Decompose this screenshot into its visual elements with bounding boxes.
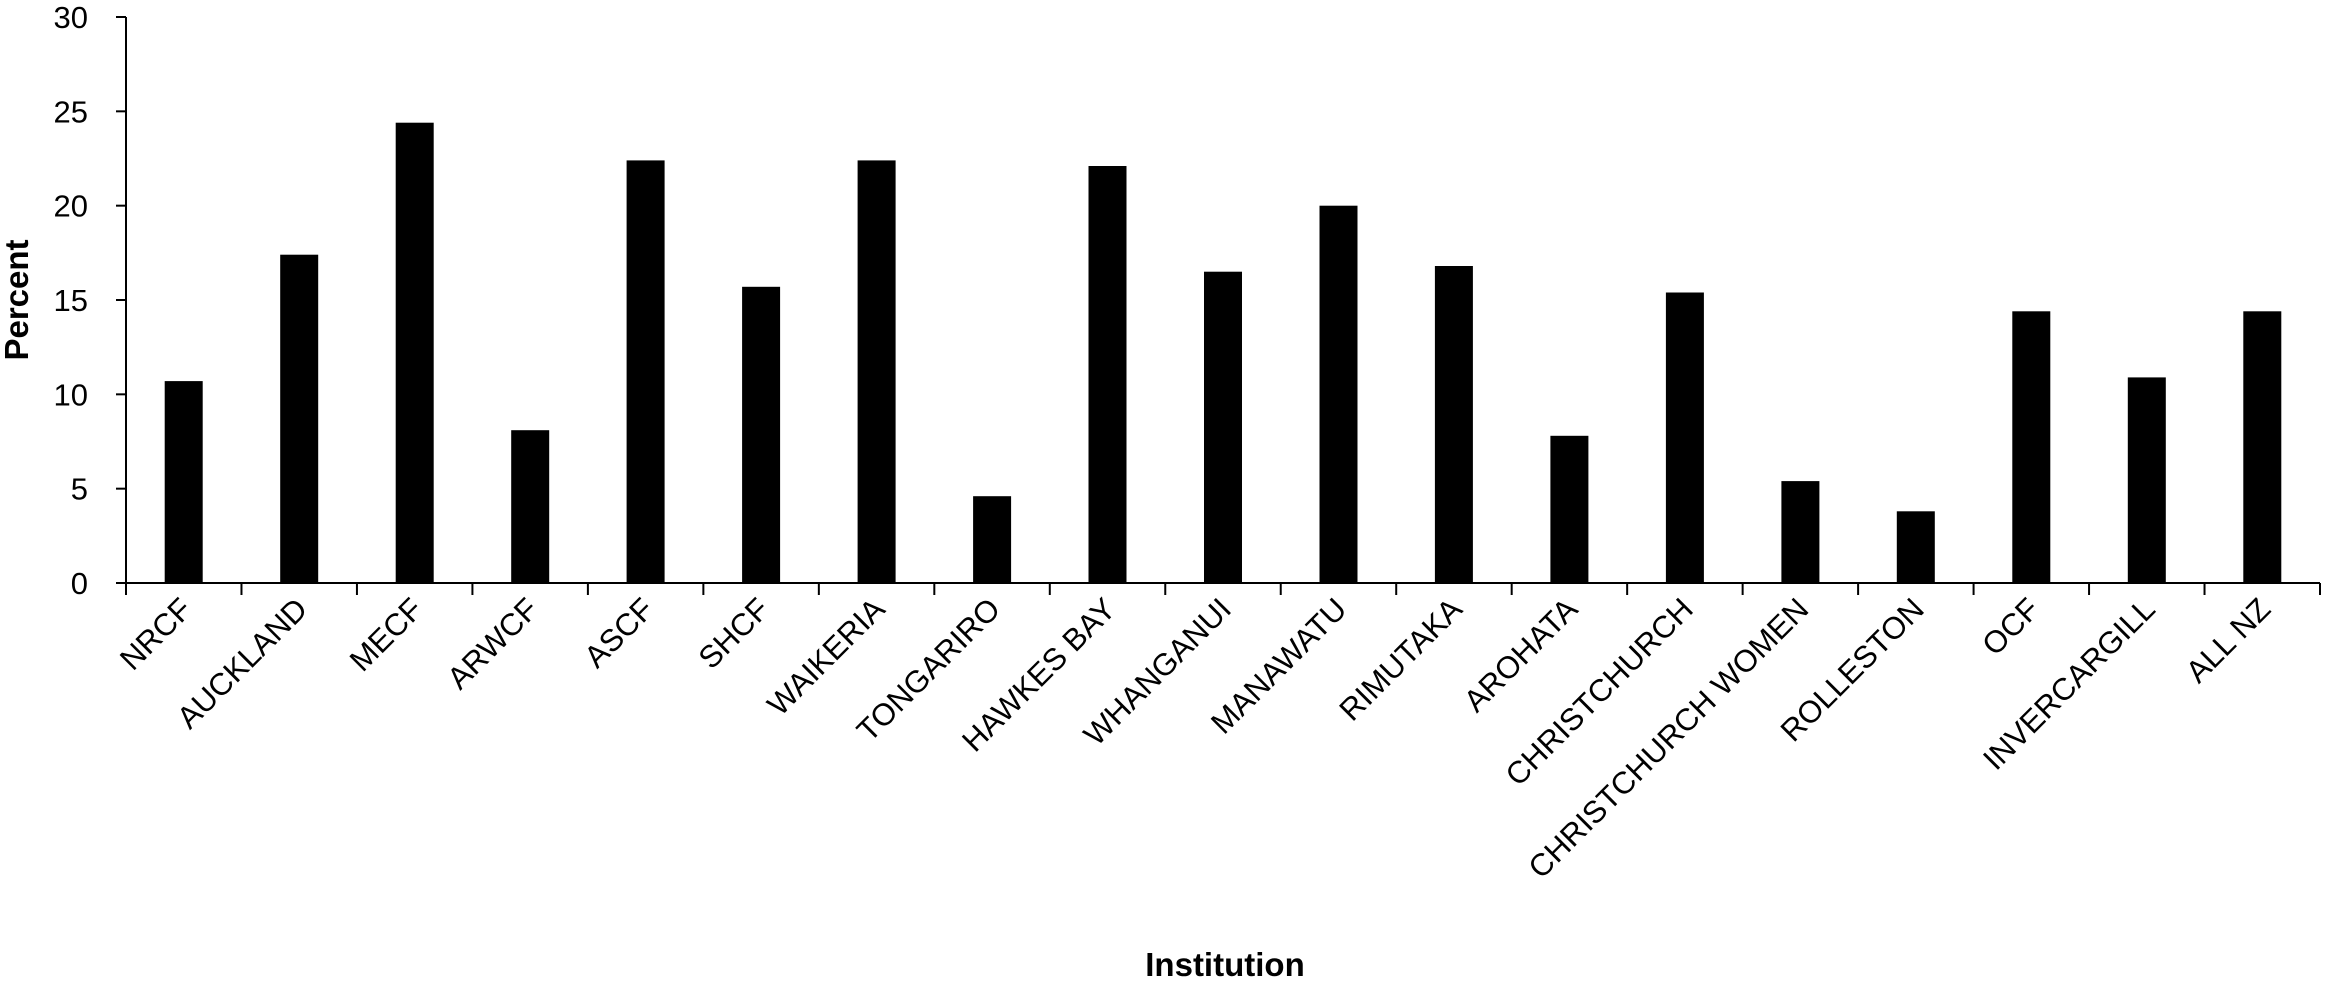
y-tick-label: 0 — [71, 566, 88, 601]
y-tick-label: 30 — [54, 0, 88, 35]
y-tick-label: 25 — [54, 94, 88, 129]
y-tick-labels: 0 5 10 15 20 25 30 — [54, 0, 88, 601]
y-axis-title: Percent — [0, 239, 35, 360]
bar-arohata — [1550, 435, 1589, 583]
bar-shcf — [742, 286, 781, 583]
bar-manawatu — [1319, 205, 1358, 583]
y-tick-label: 15 — [54, 283, 88, 318]
bar-rolleston — [1896, 511, 1935, 583]
y-tick-label: 5 — [71, 472, 88, 507]
bar-christchurch — [1665, 292, 1704, 583]
bar-tongariro — [973, 496, 1012, 583]
bar-ocf — [2012, 311, 2051, 583]
bar-nrcf — [164, 381, 203, 583]
y-tick-label: 10 — [54, 377, 88, 412]
x-tick-label: NRCF — [113, 591, 199, 677]
x-tick-label: ASCF — [577, 591, 660, 674]
x-axis-title: Institution — [1145, 946, 1304, 981]
x-tick-label: MECF — [343, 591, 430, 678]
y-tick-label: 20 — [54, 189, 88, 224]
bar-rimutaka — [1434, 266, 1473, 583]
x-tick-label: ARWCF — [440, 591, 545, 696]
bar-whanganui — [1204, 271, 1242, 583]
bar-auckland — [280, 254, 319, 583]
x-tick-label: ALL NZ — [2179, 591, 2277, 689]
bar-arwcf — [511, 430, 550, 583]
bars — [164, 122, 2282, 583]
bar-ascf — [626, 160, 665, 583]
bar-mecf — [395, 122, 434, 583]
axes — [116, 16, 2321, 595]
x-tick-label: OCF — [1975, 591, 2046, 662]
x-tick-label: RIMUTAKA — [1333, 591, 1470, 728]
bar-waikeria — [857, 160, 896, 583]
bar-invercargill — [2127, 377, 2166, 583]
x-tick-label: SHCF — [692, 591, 776, 675]
bar-all-nz — [2243, 311, 2282, 583]
bar-hawkes-bay — [1088, 166, 1127, 583]
bar-christchurch-women — [1781, 481, 1820, 583]
